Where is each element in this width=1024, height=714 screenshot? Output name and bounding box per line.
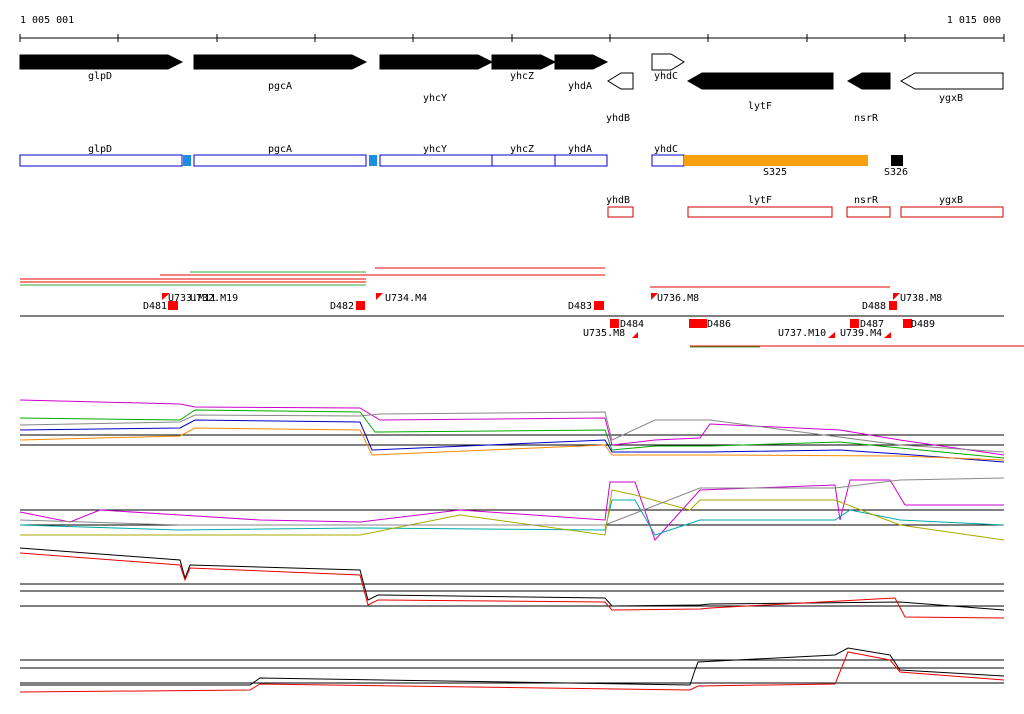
feature-label: U734.M4 <box>385 293 427 304</box>
gene-label: yhdB <box>606 113 630 124</box>
gene-label: yhdA <box>568 81 592 92</box>
feature-label: D481 <box>143 301 167 312</box>
ruler: 1 005 001 1 015 000 <box>19 15 1005 42</box>
feature-label: D488 <box>862 301 886 312</box>
gene-label: nsrR <box>854 113 879 124</box>
box-label: yhdA <box>568 144 592 155</box>
gene-label: glpD <box>88 71 112 82</box>
gene-label: lytF <box>748 101 772 112</box>
box-label: yhdC <box>654 144 678 155</box>
feature-label: D487 <box>860 319 884 330</box>
feature-label: U737.M10 <box>778 328 826 339</box>
feature-label: D484 <box>620 319 644 330</box>
red-box-track <box>607 206 1004 218</box>
gene-label: pgcA <box>268 81 292 92</box>
gene-label: yhcY <box>423 93 447 104</box>
feature-label: U735.M8 <box>583 328 625 339</box>
ruler-start: 1 005 001 <box>20 15 74 26</box>
feature-label: U733.M11 <box>168 293 216 304</box>
gene-label: yhcZ <box>510 71 534 82</box>
red-box-label: ygxB <box>939 195 963 206</box>
box-track <box>19 154 903 167</box>
feature-label: U732.M19 <box>190 293 238 304</box>
red-box-label: nsrR <box>854 195 879 206</box>
box-label: S325 <box>763 167 787 178</box>
feature-label: D483 <box>568 301 592 312</box>
gene-label: ygxB <box>939 93 963 104</box>
gene-label: yhdC <box>654 71 678 82</box>
feature-label: D486 <box>707 319 731 330</box>
gene-arrows <box>19 53 1004 90</box>
feature-label: D489 <box>911 319 935 330</box>
box-label: S326 <box>884 167 908 178</box>
box-label: yhcZ <box>510 144 534 155</box>
ruler-end: 1 015 000 <box>947 15 1001 26</box>
box-label: glpD <box>88 144 112 155</box>
red-box-label: lytF <box>748 195 772 206</box>
feature-label: D482 <box>330 301 354 312</box>
feature-label: U738.M8 <box>900 293 942 304</box>
signal-tracks <box>19 399 1005 693</box>
box-label: pgcA <box>268 144 292 155</box>
box-label: yhcY <box>423 144 447 155</box>
feature-track <box>20 267 1024 348</box>
red-box-label: yhdB <box>606 195 630 206</box>
feature-label: U739.M4 <box>840 328 882 339</box>
feature-label: U736.M8 <box>657 293 699 304</box>
